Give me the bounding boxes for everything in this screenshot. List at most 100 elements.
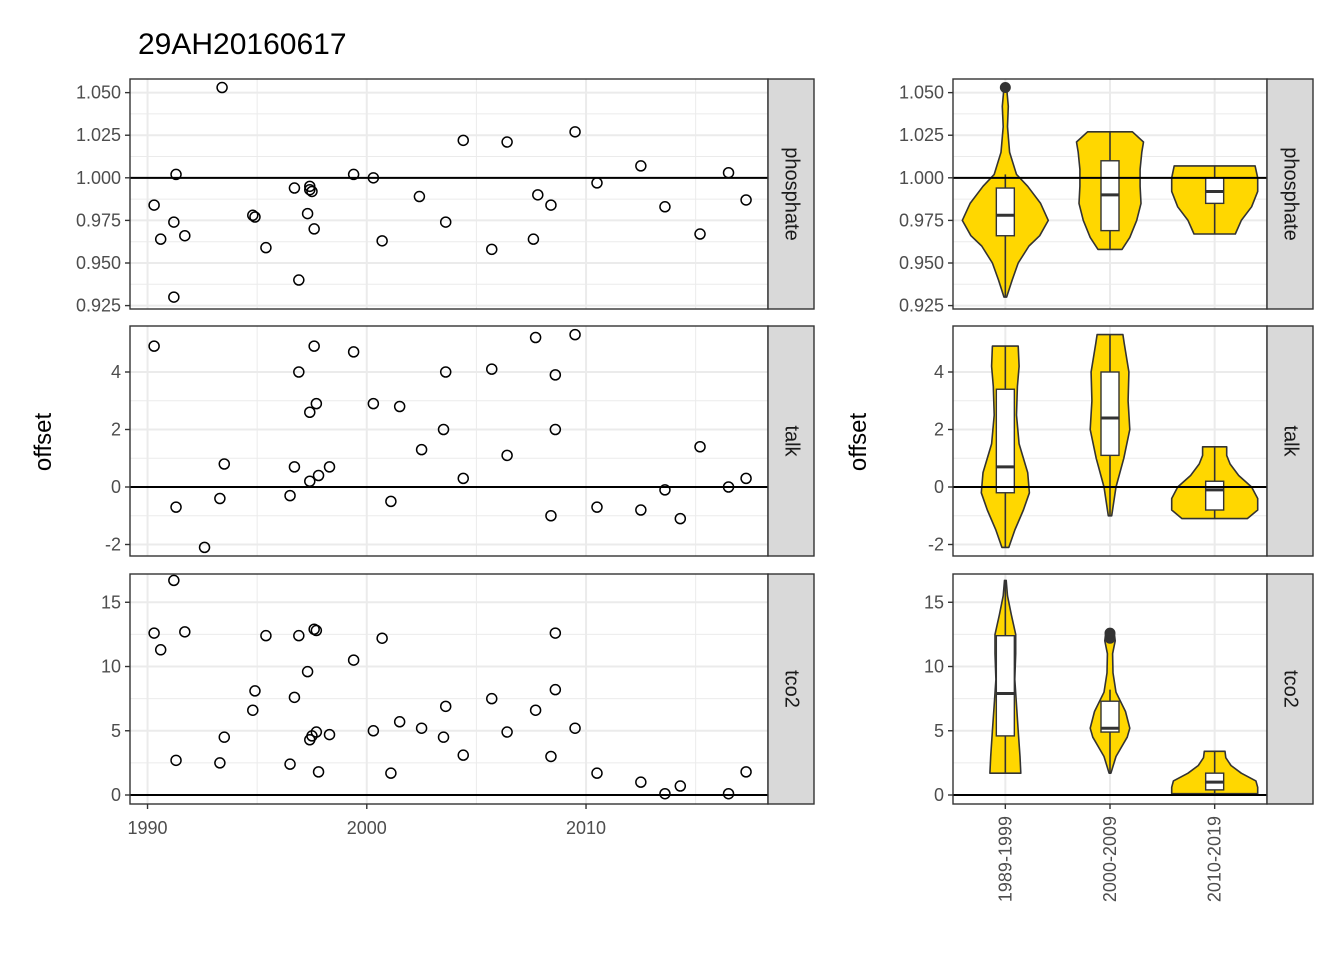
- data-point: [312, 469, 325, 482]
- data-point: [674, 512, 687, 525]
- data-point: [148, 627, 160, 639]
- panel-background: [130, 574, 768, 804]
- y-tick-label: -2: [928, 535, 944, 555]
- data-point: [569, 328, 581, 341]
- data-point: [310, 624, 323, 637]
- y-tick-label: 0: [934, 785, 944, 805]
- data-point: [529, 331, 542, 344]
- data-point: [214, 492, 226, 505]
- data-point: [591, 767, 603, 779]
- y-tick-label: 0.975: [899, 210, 944, 230]
- y-tick-label: 10: [924, 657, 944, 677]
- data-point: [740, 472, 752, 485]
- data-point: [393, 400, 406, 413]
- data-point: [367, 172, 380, 184]
- data-point: [293, 629, 305, 642]
- data-point: [549, 627, 562, 639]
- data-point: [293, 274, 305, 286]
- data-point: [591, 177, 603, 189]
- data-point: [304, 406, 316, 418]
- data-point: [301, 665, 314, 678]
- data-point: [674, 780, 687, 792]
- data-point: [437, 423, 450, 436]
- y-tick-label: 5: [934, 721, 944, 741]
- data-point: [301, 207, 314, 220]
- data-point: [168, 216, 180, 228]
- y-tick-label: 0.925: [899, 296, 944, 316]
- data-point: [545, 510, 557, 522]
- data-point: [549, 683, 562, 696]
- data-point: [740, 194, 752, 206]
- data-point: [312, 766, 325, 778]
- y-tick-label: 1.025: [899, 125, 944, 145]
- facet-strip-label: phosphate: [781, 147, 803, 240]
- data-point: [415, 722, 428, 734]
- y-tick-label: 4: [111, 362, 121, 382]
- data-point: [310, 397, 323, 410]
- facet-strip: [1266, 573, 1314, 805]
- data-point: [247, 209, 259, 222]
- data-point: [659, 787, 671, 800]
- data-point: [569, 722, 581, 734]
- boxplot-box: [1100, 700, 1120, 733]
- data-point: [170, 501, 182, 513]
- data-point: [659, 201, 671, 213]
- data-point: [179, 626, 191, 638]
- data-point: [722, 166, 735, 179]
- data-point: [437, 731, 450, 743]
- data-point: [168, 574, 180, 587]
- facet-strip: [767, 325, 815, 557]
- data-point: [288, 691, 301, 704]
- data-point: [148, 340, 160, 352]
- data-point: [154, 644, 167, 656]
- data-point: [415, 443, 428, 456]
- data-point: [288, 182, 301, 194]
- data-point: [385, 767, 397, 779]
- y-tick-label: 0: [111, 477, 121, 497]
- y-tick-label: -2: [105, 535, 121, 555]
- boxplot-box: [1204, 480, 1225, 511]
- data-point: [694, 228, 706, 240]
- data-point: [376, 632, 388, 644]
- data-point: [659, 484, 671, 496]
- data-point: [249, 211, 261, 223]
- data-point: [284, 758, 296, 770]
- y-tick-label: 1.050: [899, 83, 944, 103]
- data-point: [486, 692, 498, 705]
- data-point: [740, 766, 752, 778]
- y-tick-label: 10: [101, 657, 121, 677]
- data-point: [694, 441, 706, 453]
- y-tick-label: 15: [101, 592, 121, 612]
- facet-strip: [767, 573, 815, 805]
- data-point: [260, 241, 272, 254]
- scatter-chart: 0.925 0.950 0.975 1.000 1.025 1.050 phosphate -…: [76, 78, 815, 838]
- chart-title: 29AH20160617: [138, 28, 347, 61]
- data-point: [591, 501, 603, 513]
- facet-strip: [767, 78, 815, 310]
- panel-background: [130, 326, 768, 556]
- x-category-label: 2000-2009: [1100, 816, 1120, 902]
- y-tick-label: 1.000: [76, 168, 121, 188]
- panel-background: [130, 79, 768, 309]
- data-point: [260, 629, 272, 642]
- y-tick-label: 0.950: [76, 253, 121, 273]
- data-point: [247, 704, 259, 716]
- data-point: [170, 168, 182, 181]
- outlier-point: [1104, 627, 1116, 639]
- data-point: [367, 725, 380, 737]
- facet-strip-label: tco2: [1280, 670, 1302, 708]
- y-tick-label: 2: [111, 420, 121, 440]
- boxplot-box: [995, 634, 1016, 737]
- data-point: [501, 449, 513, 462]
- data-point: [179, 229, 191, 242]
- x-tick-label: 2010: [566, 818, 606, 838]
- data-point: [439, 366, 452, 378]
- y-tick-label: 5: [111, 721, 121, 741]
- data-point: [154, 233, 167, 245]
- facet-strip-label: tco2: [781, 670, 803, 708]
- data-point: [439, 216, 452, 228]
- data-point: [347, 654, 360, 666]
- data-point: [216, 81, 228, 94]
- data-point: [457, 749, 470, 761]
